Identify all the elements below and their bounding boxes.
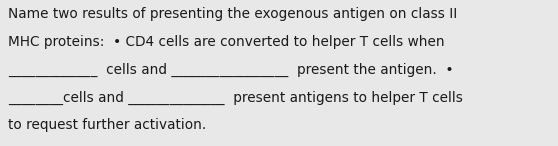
Text: to request further activation.: to request further activation. — [8, 118, 206, 132]
Text: _____________  cells and _________________  present the antigen.  •: _____________ cells and ________________… — [8, 63, 454, 77]
Text: Name two results of presenting the exogenous antigen on class II: Name two results of presenting the exoge… — [8, 7, 458, 21]
Text: ________cells and ______________  present antigens to helper T cells: ________cells and ______________ present… — [8, 91, 463, 105]
Text: MHC proteins:  • CD4 cells are converted to helper T cells when: MHC proteins: • CD4 cells are converted … — [8, 35, 445, 49]
